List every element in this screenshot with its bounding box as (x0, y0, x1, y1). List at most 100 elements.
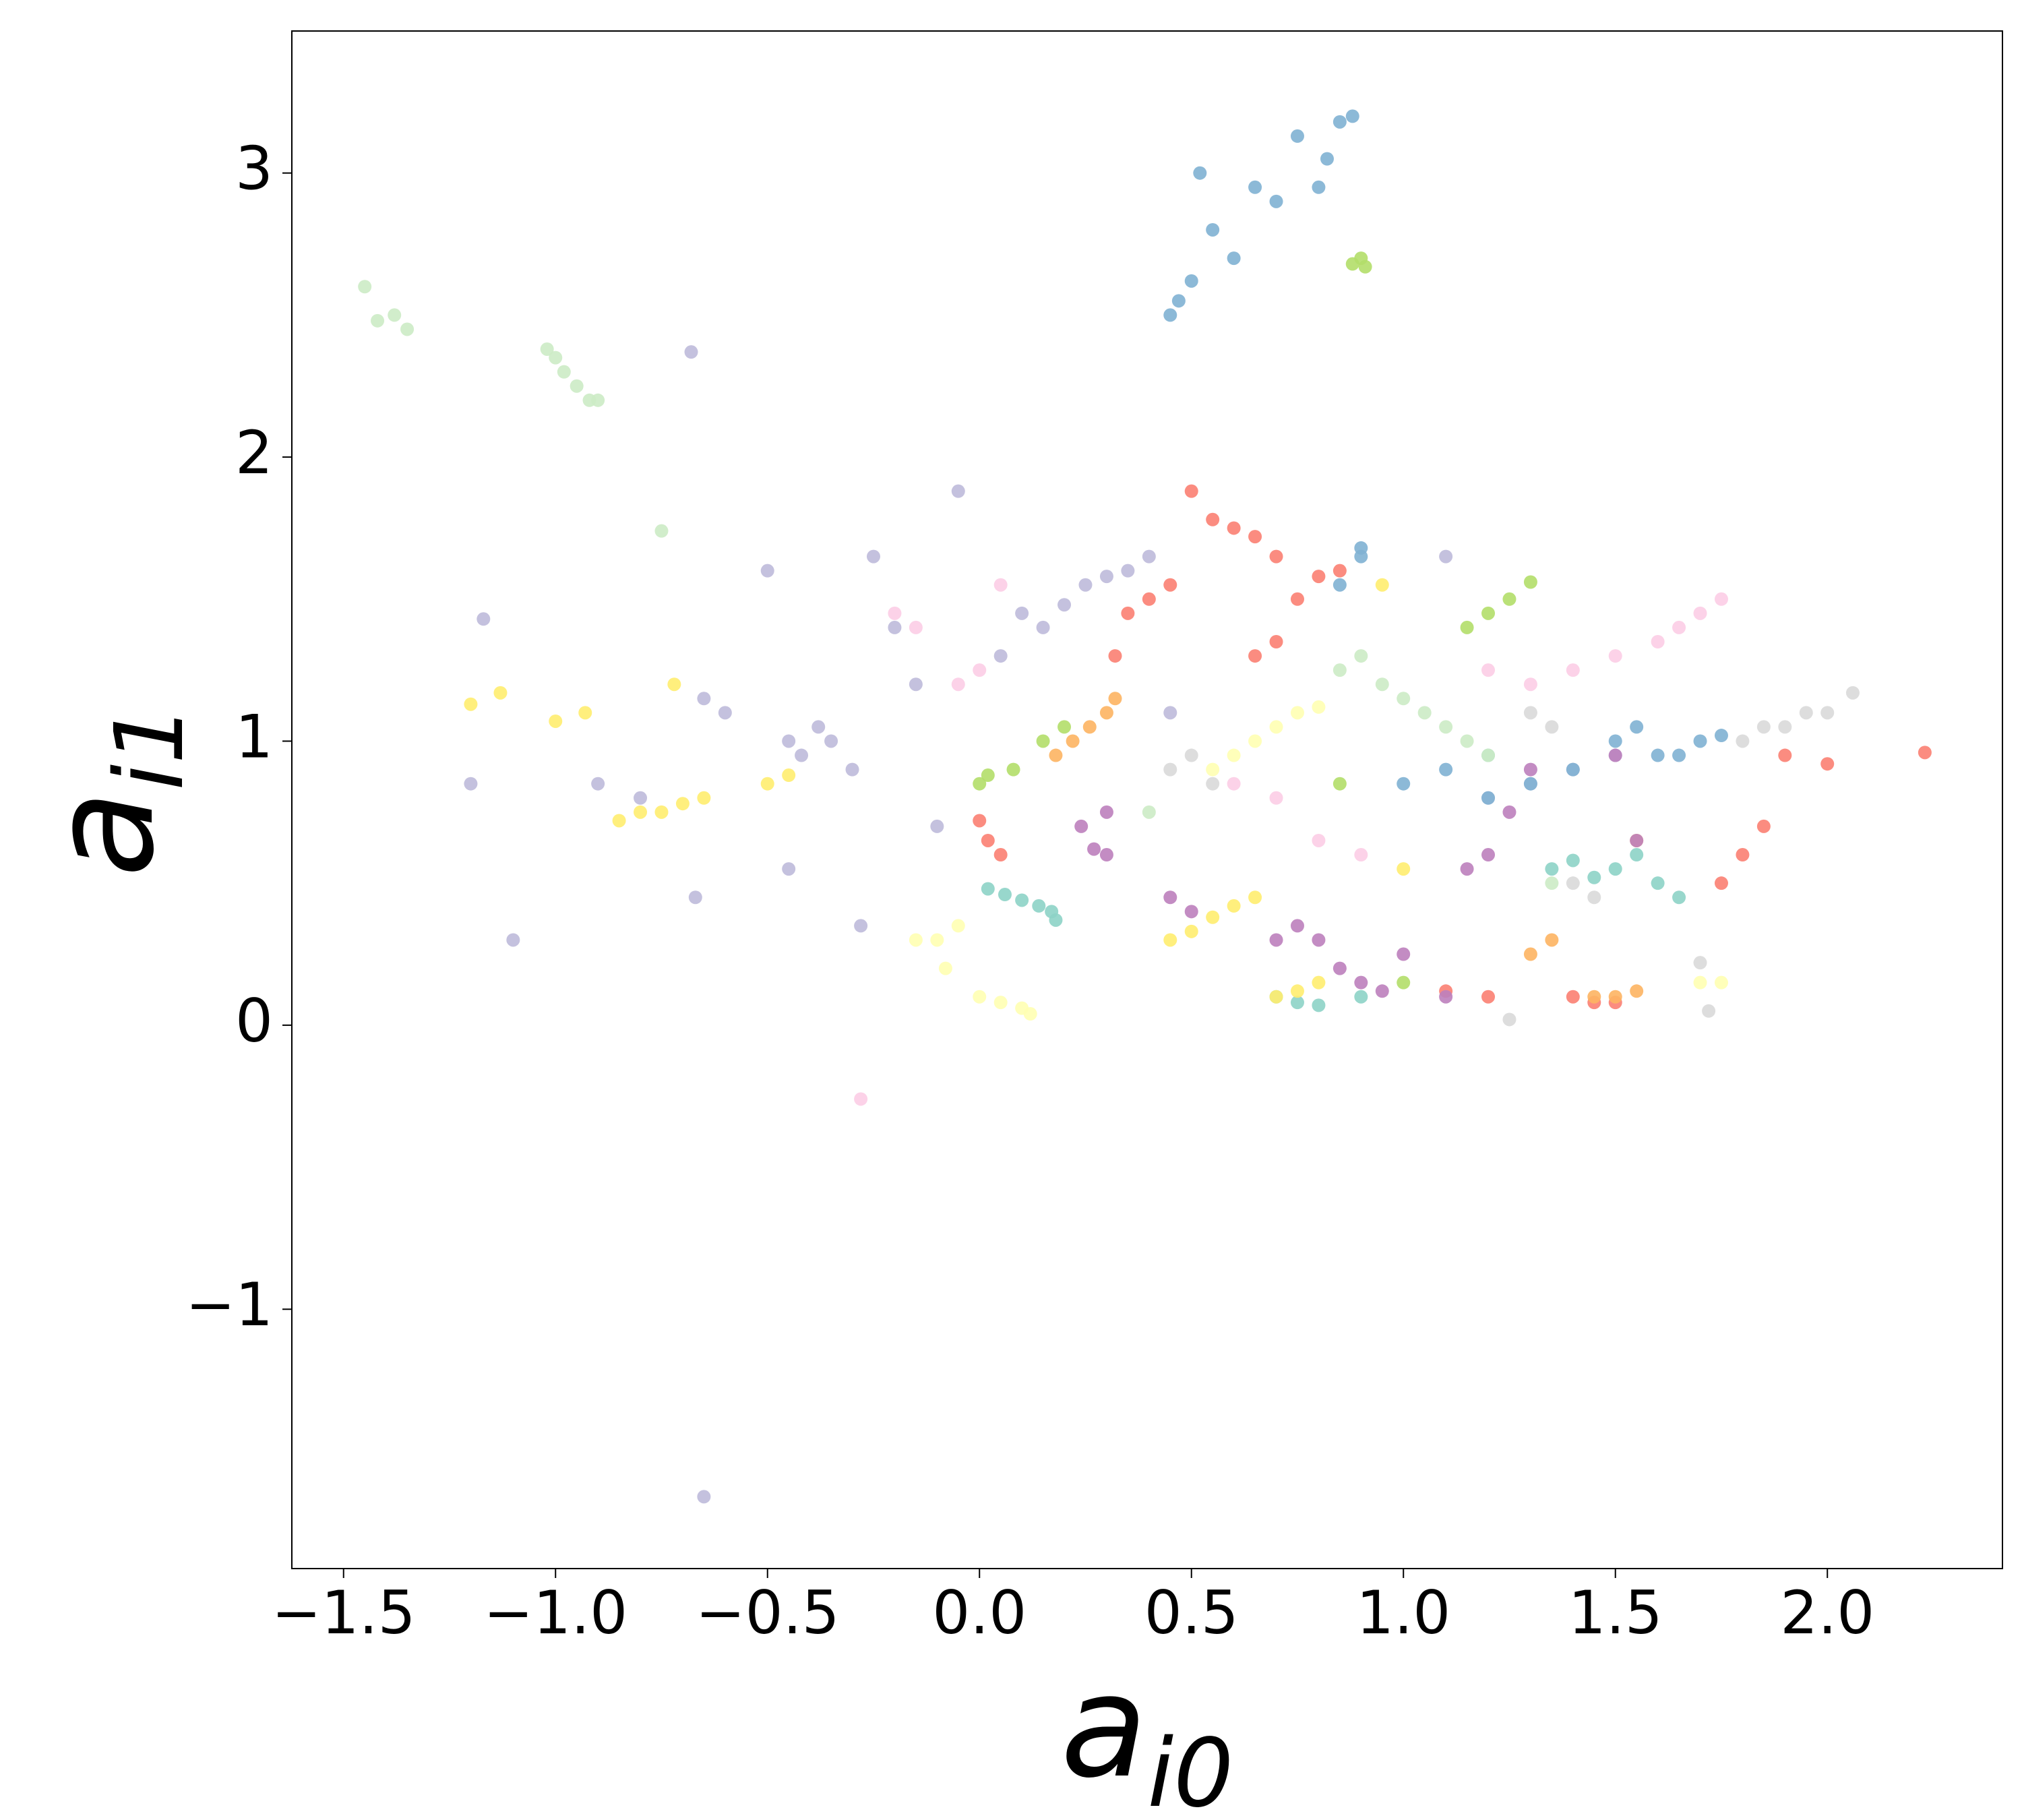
scatter-point (1206, 910, 1220, 924)
scatter-point (1630, 720, 1644, 734)
scatter-point (1332, 564, 1347, 578)
scatter-point (1481, 748, 1496, 762)
scatter-point (1714, 592, 1728, 606)
scatter-point (811, 720, 826, 734)
scatter-point (1312, 975, 1326, 990)
scatter-point (1523, 777, 1537, 791)
scatter-point (1481, 990, 1496, 1004)
scatter-point (1332, 663, 1347, 677)
scatter-point (1820, 757, 1835, 771)
scatter-point (1693, 956, 1707, 970)
scatter-point (1375, 677, 1389, 692)
scatter-point (1269, 933, 1283, 947)
scatter-point (1608, 862, 1622, 876)
scatter-point (1121, 564, 1135, 578)
scatter-point (1184, 905, 1198, 919)
scatter-point (654, 805, 669, 819)
scatter-point (1523, 677, 1537, 692)
scatter-point (1049, 913, 1063, 927)
scatter-point (1608, 649, 1622, 663)
scatter-point (1108, 649, 1122, 663)
scatter-point (1163, 933, 1177, 947)
x-tick-label: 2.0 (1780, 1578, 1874, 1647)
scatter-point (760, 777, 774, 791)
scatter-point (1206, 762, 1220, 777)
scatter-point (993, 848, 1008, 862)
scatter-point (1332, 115, 1347, 129)
scatter-point (1566, 663, 1580, 677)
x-tick-label: 0.5 (1144, 1578, 1239, 1647)
scatter-point (1375, 578, 1389, 592)
scatter-point (973, 990, 987, 1004)
scatter-point (675, 797, 690, 811)
x-tick-label: −1.5 (272, 1578, 416, 1647)
scatter-point (782, 734, 796, 748)
scatter-point (1248, 734, 1262, 748)
scatter-point (888, 606, 902, 620)
scatter-point (697, 692, 711, 706)
scatter-point (973, 777, 987, 791)
scatter-point (570, 379, 584, 393)
scatter-point (549, 351, 563, 365)
scatter-point (1269, 549, 1283, 564)
scatter-point (1481, 663, 1496, 677)
scatter-point (1566, 876, 1580, 890)
scatter-point (1312, 933, 1326, 947)
scatter-point (1587, 890, 1601, 905)
scatter-point (1608, 748, 1622, 762)
scatter-point (1354, 848, 1368, 862)
scatter-point (1672, 890, 1686, 905)
scatter-point (1778, 720, 1792, 734)
plot-frame (291, 30, 2003, 1569)
scatter-point (400, 322, 415, 336)
scatter-point (1312, 998, 1326, 1012)
scatter-point (1163, 762, 1177, 777)
x-axis-label: ai0 (1061, 1644, 1234, 1820)
scatter-point (1566, 853, 1580, 868)
scatter-point (371, 313, 385, 328)
scatter-point (998, 888, 1012, 902)
scatter-point (1227, 748, 1241, 762)
scatter-point (854, 919, 868, 933)
x-tick-label: −0.5 (696, 1578, 840, 1647)
x-axis-label-subscript: i0 (1147, 1719, 1233, 1820)
scatter-point (845, 762, 859, 777)
scatter-point (1006, 762, 1020, 777)
scatter-point (1345, 109, 1359, 123)
scatter-point (1702, 1004, 1716, 1018)
y-tick-label: 2 (235, 418, 273, 487)
scatter-point (1523, 947, 1537, 961)
scatter-point (1312, 570, 1326, 584)
x-tick-label: 1.0 (1356, 1578, 1450, 1647)
scatter-point (1142, 592, 1156, 606)
scatter-point (1608, 734, 1622, 748)
scatter-point (1672, 748, 1686, 762)
scatter-point (1227, 899, 1241, 913)
scatter-point (1397, 947, 1411, 961)
scatter-point (1736, 734, 1750, 748)
scatter-point (718, 706, 732, 720)
scatter-point (1142, 805, 1156, 819)
scatter-point (1121, 606, 1135, 620)
scatter-point (973, 814, 987, 828)
scatter-point (697, 1490, 711, 1504)
scatter-point (866, 549, 880, 564)
scatter-point (930, 819, 944, 833)
scatter-point (634, 791, 648, 805)
scatter-point (1227, 777, 1241, 791)
scatter-point (824, 734, 838, 748)
scatter-point (1439, 720, 1453, 734)
scatter-point (549, 714, 563, 728)
scatter-point (981, 833, 995, 847)
scatter-point (1163, 308, 1177, 322)
scatter-point (1481, 606, 1496, 620)
scatter-point (1312, 833, 1326, 847)
scatter-point (1227, 251, 1241, 266)
scatter-point (654, 524, 669, 538)
scatter-point (1087, 842, 1101, 856)
scatter-point (1248, 649, 1262, 663)
x-tick-label: −1.0 (483, 1578, 627, 1647)
scatter-point (1290, 706, 1304, 720)
scatter-point (1036, 734, 1050, 748)
scatter-point (1082, 720, 1097, 734)
